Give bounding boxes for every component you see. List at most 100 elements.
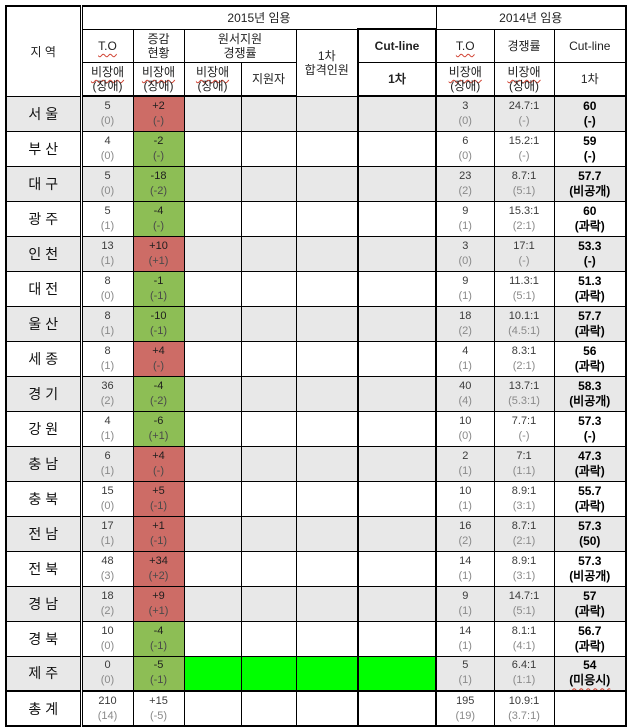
cutline-2014-cell: 56.7 (과락) <box>553 620 627 657</box>
cutline-2015-cell <box>357 340 437 377</box>
to-2014-cell-to14_p: (1) <box>458 219 472 232</box>
applicant-cell <box>240 200 297 237</box>
applicant-cell <box>240 445 297 482</box>
rate-2014-cell-rate14: 24.7:1 <box>508 99 540 112</box>
pass-count-cell <box>295 585 359 622</box>
pass-count-cell <box>295 305 359 342</box>
rate-2014-cell-rate14_p: (3.7:1) <box>508 709 540 722</box>
to-2014-cell-to14: 5 <box>462 659 469 672</box>
first-round-2014-header: 1차 <box>553 62 627 97</box>
to-2015-cell: 18 (2) <box>79 585 134 622</box>
applicant-cell <box>240 550 297 587</box>
cutline-2014-cell: 60 (-) <box>553 95 627 132</box>
nondisabled-label: 비장애 <box>448 65 482 79</box>
cutline-2014-cell-cut14_p: (-) <box>583 253 596 268</box>
rate-2014-cell: 11.3:1 (5:1) <box>493 270 555 307</box>
cutline-2014-cell: 57.7 (과락) <box>553 305 627 342</box>
cutline-2014-cell-cut14: 47.3 <box>578 448 602 463</box>
apply-rate-cell <box>183 655 242 692</box>
header-title-row: 지 역 2015년 임용 2014년 임용 <box>5 5 627 97</box>
to-2015-cell-to_p: (2) <box>100 604 115 617</box>
change-cell-chg: -4 <box>153 379 164 392</box>
to-2015-cell-to_p: (1) <box>100 534 115 547</box>
to-2015-cell-to: 36 <box>101 379 114 392</box>
change-cell: +4 (-) <box>132 445 185 482</box>
change-cell: +2 (-) <box>132 95 185 132</box>
region-cell-region: 울 산 <box>28 315 59 332</box>
to-2014-cell-to14_p: (1) <box>458 499 472 512</box>
cutline-2014-cell-cut14_p: (-) <box>583 428 596 443</box>
to-2015-cell: 5 (0) <box>79 165 134 202</box>
cutline-2014-cell-cut14: 54 <box>583 658 597 673</box>
applicant-cell <box>240 340 297 377</box>
to-2014-cell-to14: 6 <box>462 134 469 147</box>
apply-rate-header: 원서지원 경쟁률 <box>183 28 297 63</box>
cutline-2014-cell: 51.3 (과락) <box>553 270 627 307</box>
to-2015-cell-to: 8 <box>104 309 111 322</box>
table-row: 울 산 8 (1) -10 (-1) 18 (2) 10.1:1 (4.5:1) 57.7 (과락) <box>5 305 627 342</box>
change-cell: -1 (-1) <box>132 270 185 307</box>
cutline-2014-cell <box>553 690 627 727</box>
rate-2014-cell-rate14_p: (3:1) <box>512 569 536 582</box>
cutline-2015-cell <box>357 410 437 447</box>
rate-2014-cell-rate14: 13.7:1 <box>508 379 540 392</box>
region-cell-region: 제 주 <box>28 665 59 682</box>
apply-rate-header-line2: 경쟁률 <box>223 45 257 60</box>
cutline-2014-cell-cut14_p: (과락) <box>574 603 605 618</box>
to-2015-cell-to_p: (0) <box>100 674 115 687</box>
to-2015-cell-to: 8 <box>104 344 111 357</box>
applicant-cell <box>240 655 297 692</box>
rate-2014-cell: 7.7:1 (-) <box>493 410 555 447</box>
nondisabled-label: 비장애 <box>90 65 125 79</box>
pass-count-cell <box>295 165 359 202</box>
rate-2014-cell-rate14: 15.2:1 <box>508 134 540 147</box>
nondisabled-label: 비장애 <box>195 65 230 79</box>
apply-rate-cell <box>183 130 242 167</box>
table-row: 충 북 15 (0) +5 (-1) 10 (1) 8.9:1 (3:1) 55.7 (과락) <box>5 480 627 517</box>
to-2015-cell-to: 210 <box>98 694 117 707</box>
change-cell-chg: +4 <box>152 449 165 462</box>
to-2014-cell-to14_p: (1) <box>458 569 472 582</box>
cutline-2014-cell-cut14_p: (비공개) <box>569 393 611 408</box>
table-row: 부 산 4 (0) -2 (-) 6 (0) 15.2:1 (-) 59 (-) <box>5 130 627 167</box>
change-cell-chg_p: (-1) <box>149 289 168 302</box>
cutline-2014-cell: 54 (미응시) <box>553 655 627 692</box>
applicant-cell <box>240 305 297 342</box>
apply-rate-cell <box>183 270 242 307</box>
to-2015-cell: 36 (2) <box>79 375 134 412</box>
to-2015-cell-to_p: (1) <box>100 359 115 372</box>
apply-rate-cell <box>183 550 242 587</box>
to-2014-cell: 3 (0) <box>435 95 495 132</box>
rate-2014-cell-rate14_p: (5:1) <box>512 604 536 617</box>
region-cell-region: 전 북 <box>28 560 59 577</box>
cutline-2015-cell <box>357 690 437 727</box>
cutline-2015-cell <box>357 515 437 552</box>
to-2015-cell-to_p: (14) <box>97 709 118 722</box>
title-2015: 2015년 임용 <box>79 5 437 30</box>
apply-rate-header-line1: 원서지원 <box>217 31 263 46</box>
rate-2014-cell-rate14: 7:1 <box>516 449 532 462</box>
to-2014-cell-to14_p: (1) <box>458 604 472 617</box>
to-2014-cell: 4 (1) <box>435 340 495 377</box>
rate-2014-cell-rate14_p: (3:1) <box>512 499 536 512</box>
apply-rate-cell <box>183 305 242 342</box>
cutline-2014-cell-cut14: 57.7 <box>578 168 602 183</box>
rate-2014-cell-rate14: 15.3:1 <box>508 204 540 217</box>
region-cell: 울 산 <box>5 305 82 342</box>
change-cell: -6 (+1) <box>132 410 185 447</box>
cutline-2014-cell-cut14: 58.3 <box>578 378 602 393</box>
apply-rate-cell <box>183 340 242 377</box>
change-cell-chg_p: (-) <box>153 149 164 162</box>
table-row: 제 주 0 (0) -5 (-1) 5 (1) 6.4:1 (1:1) 54 (미응시) <box>5 655 627 692</box>
change-cell-chg: +1 <box>152 519 165 532</box>
cutline-2014-cell-cut14: 60 <box>583 203 597 218</box>
apply-rate-cell <box>183 620 242 657</box>
change-cell-chg: -5 <box>153 659 164 672</box>
rate-2014-cell-rate14_p: (-) <box>518 254 530 267</box>
table-row: 대 전 8 (0) -1 (-1) 9 (1) 11.3:1 (5:1) 51.3 (과락) <box>5 270 627 307</box>
apply-rate-cell <box>183 690 242 727</box>
pass-count-cell <box>295 200 359 237</box>
to-2015-cell: 4 (1) <box>79 410 134 447</box>
to-2015-cell: 6 (1) <box>79 445 134 482</box>
applicant-cell <box>240 165 297 202</box>
